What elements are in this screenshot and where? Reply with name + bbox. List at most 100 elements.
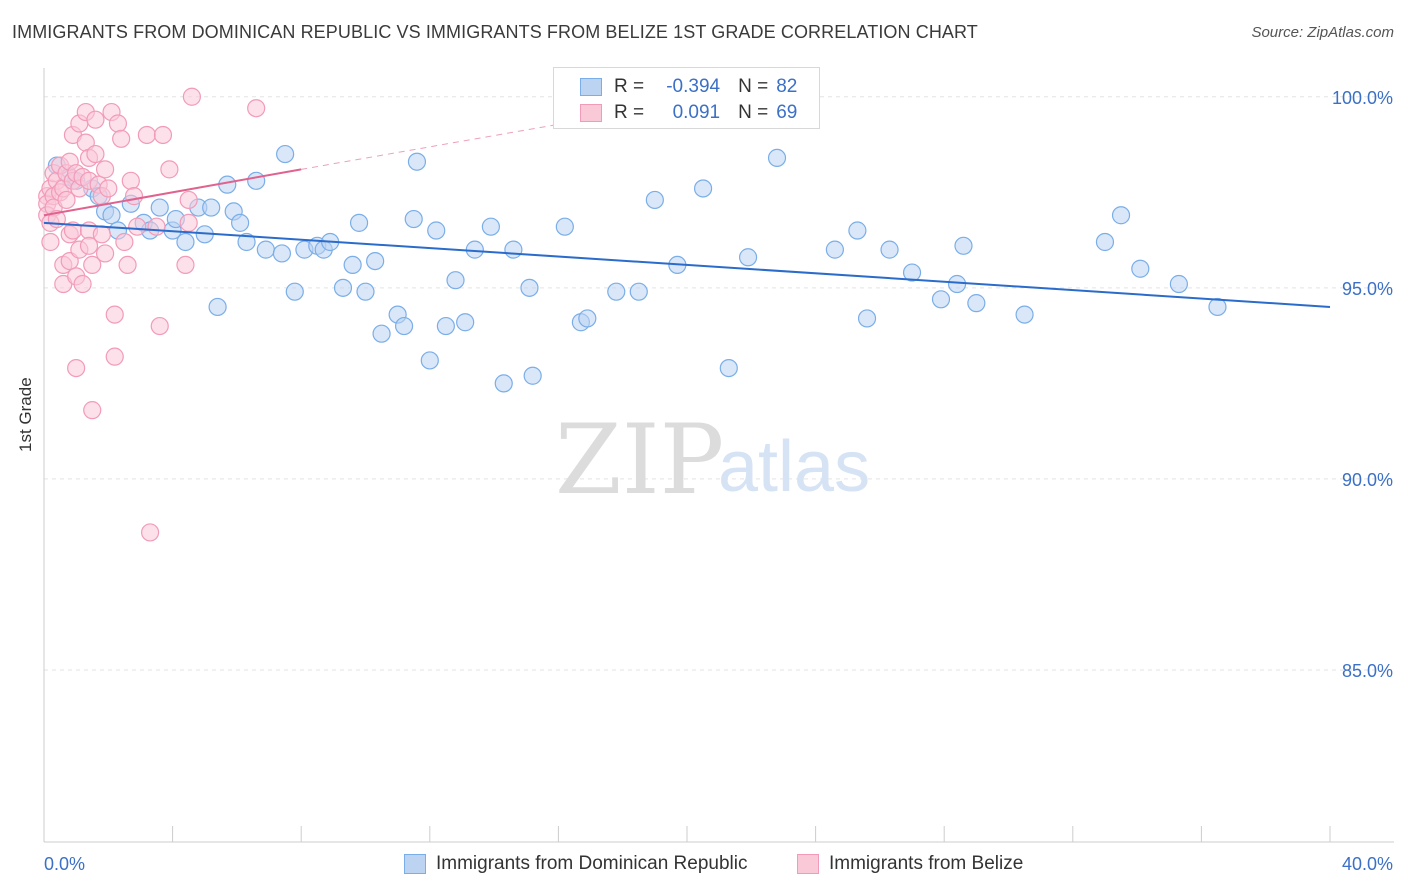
point-belize [86,110,105,129]
point-dominican [523,366,542,385]
point-dominican [276,144,295,164]
y-tick-label: 95.0% [1342,279,1393,299]
point-dominican [202,198,221,217]
legend-swatch-belize [797,854,819,874]
point-belize [150,316,169,336]
point-dominican [366,251,385,271]
point-belize [160,160,179,179]
point-dominican [237,232,256,252]
point-dominican [404,209,423,229]
point-dominican [218,175,237,194]
point-dominican [1169,274,1188,294]
point-dominican [848,221,867,240]
point-belize [182,87,201,106]
point-dominican [356,282,375,301]
point-dominican [902,263,922,282]
point-dominican [825,240,844,259]
point-dominican [176,232,195,252]
point-belize [67,358,86,378]
x-tick-label: 40.0% [1342,854,1393,874]
point-belize [92,225,111,244]
point-dominican [1111,206,1131,225]
point-dominican [420,351,439,370]
watermark-atlas: atlas [718,427,870,507]
point-dominican [520,278,539,297]
point-dominican [285,282,304,301]
point-belize [99,179,118,198]
point-dominican [494,374,513,393]
point-dominican [947,274,967,294]
point-dominican [208,297,227,317]
point-dominican [880,240,899,259]
scatter-points [38,87,1227,542]
n-label: N = [738,76,769,97]
point-dominican [719,358,738,378]
point-dominican [407,152,427,171]
point-dominican [607,282,626,301]
point-dominican [436,316,455,336]
point-dominican [1015,305,1034,324]
point-dominican [767,148,787,168]
point-belize [147,217,166,236]
correlation-legend: R = -0.394 N = 82 R = 0.091 N = 69 [553,67,820,129]
point-belize [118,255,137,275]
point-dominican [456,313,475,332]
point-belize [86,144,105,164]
point-dominican [446,271,465,290]
point-dominican [967,294,986,313]
point-belize [105,305,124,324]
point-dominican [349,213,369,232]
point-dominican [465,240,484,259]
point-belize [176,255,195,275]
y-tick-label: 90.0% [1342,470,1393,490]
point-belize [115,232,134,252]
point-belize [153,125,173,145]
legend-label-belize: Immigrants from Belize [829,853,1024,874]
point-dominican [372,324,391,343]
point-dominican [102,206,121,225]
n-value: 82 [776,76,798,97]
point-belize [73,274,92,294]
point-belize [121,171,140,190]
legend-row-belize: R = 0.091 N = 69 [554,99,797,127]
y-tick-label: 100.0% [1332,88,1393,108]
point-belize [83,255,102,275]
point-dominican [394,316,414,336]
trend-line-belize [43,168,302,217]
point-dominican [150,198,169,217]
point-belize [79,236,99,255]
point-belize [124,187,144,206]
chart-title: IMMIGRANTS FROM DOMINICAN REPUBLIC VS IM… [12,22,978,42]
point-dominican [343,255,362,275]
r-value: -0.394 [666,76,721,97]
point-dominican [629,282,648,301]
legend-swatch-dominican [580,78,602,96]
point-belize [137,125,156,145]
legend-swatch-belize [580,104,602,122]
point-dominican [931,290,951,309]
point-dominican [256,240,275,259]
point-dominican [481,217,500,236]
point-dominican [578,309,597,328]
tick-labels: 85.0% 90.0% 95.0% 100.0% 0.0% 40.0% [44,88,1393,874]
point-dominican [1208,297,1227,317]
legend-swatch-dominican [404,854,426,874]
gridlines [44,96,1394,671]
point-dominican [231,213,250,232]
legend-item-dominican: Immigrants from Dominican Republic [404,852,748,876]
point-belize [179,213,198,232]
r-value: 0.091 [672,102,721,123]
point-belize [108,114,128,133]
trend-line-dominican [43,221,1331,308]
point-dominican [555,217,574,236]
point-dominican [272,244,292,263]
n-value: 69 [776,102,798,123]
point-belize [95,160,115,179]
point-belize [57,190,76,210]
source-credit: Source: ZipAtlas.com [1251,24,1394,41]
point-dominican [1095,232,1115,252]
x-tick-label: 0.0% [44,854,85,874]
r-label: R = [614,76,645,97]
y-axis-label: 1st Grade [16,377,35,452]
point-dominican [427,221,446,240]
